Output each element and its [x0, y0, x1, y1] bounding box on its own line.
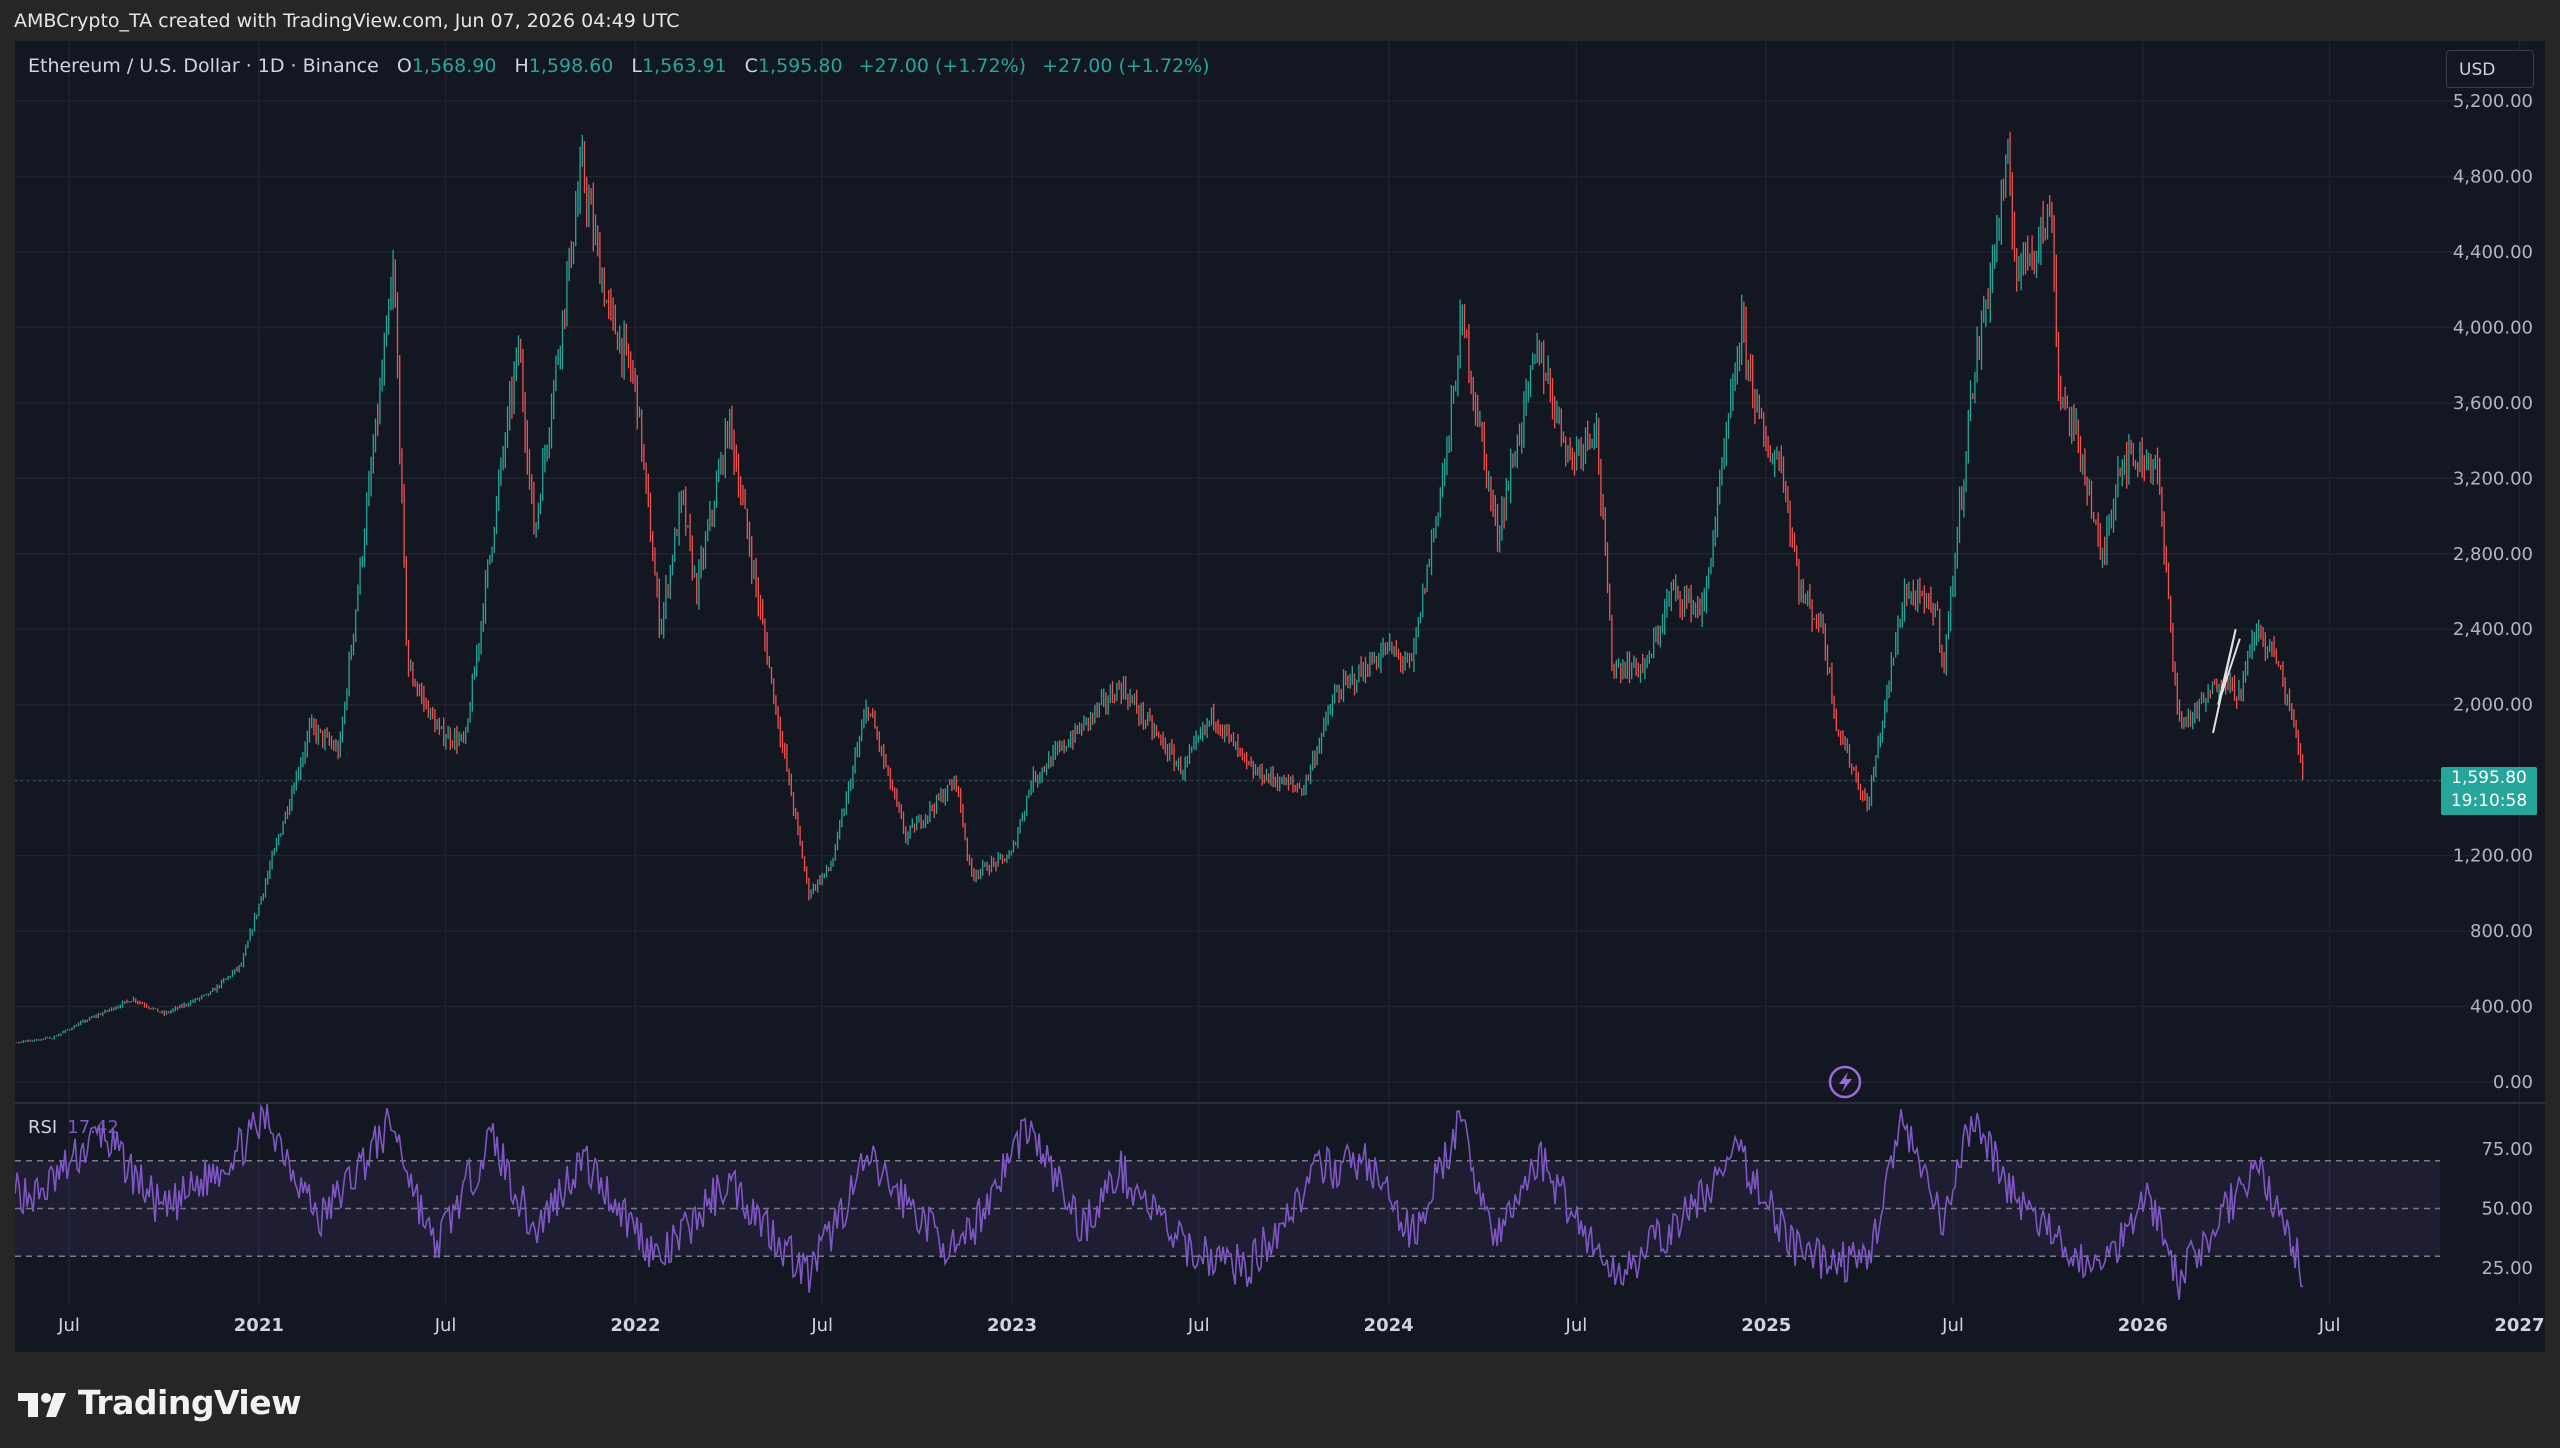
- time-axis-label: Jul: [434, 1315, 457, 1336]
- price-axis-label: 4,400.00: [2453, 242, 2533, 263]
- lightning-bolt-glyph: [1839, 1072, 1852, 1092]
- time-axis-label: Jul: [1941, 1315, 1964, 1336]
- open-value: 1,568.90: [411, 55, 497, 77]
- price-chart[interactable]: 0.00400.00800.001,200.001,600.002,000.00…: [15, 41, 2545, 1352]
- tradingview-logo-icon: [18, 1392, 66, 1417]
- rsi-axis-label: 50.00: [2481, 1198, 2533, 1219]
- price-axis-label: 0.00: [2493, 1072, 2533, 1093]
- open-label: O: [396, 55, 412, 77]
- time-axis-label: Jul: [57, 1315, 80, 1336]
- time-axis-label: 2023: [987, 1315, 1037, 1336]
- time-axis-label: Jul: [1187, 1315, 1210, 1336]
- price-axis-label: 5,200.00: [2453, 91, 2533, 112]
- time-axis-label: 2021: [234, 1315, 284, 1336]
- price-axis-label: 4,000.00: [2453, 317, 2533, 338]
- low-value: 1,563.91: [642, 55, 727, 77]
- rsi-line: [15, 1103, 2304, 1300]
- price-axis-label: 4,800.00: [2453, 166, 2533, 187]
- candles-group: [15, 132, 2304, 1044]
- high-value: 1,598.60: [528, 55, 614, 77]
- change-value: +27.00 (+1.72%): [858, 55, 1027, 77]
- time-axis-label: Jul: [1565, 1315, 1588, 1336]
- rsi-value: 17.42: [67, 1117, 119, 1138]
- lightning-bolt-icon[interactable]: [1828, 1065, 1862, 1099]
- price-axis-label: 3,600.00: [2453, 393, 2533, 414]
- time-axis-label: 2026: [2118, 1315, 2168, 1336]
- high-label: H: [514, 55, 529, 77]
- rsi-legend: RSI 17.42: [28, 1117, 119, 1138]
- ohlc-legend: Ethereum / U.S. Dollar · 1D · Binance O1…: [28, 55, 1210, 77]
- price-axis-label: 400.00: [2470, 997, 2533, 1018]
- last-price: 1,595.80: [2451, 768, 2527, 788]
- time-axis-label: 2027: [2494, 1315, 2544, 1336]
- last-price-tag: 1,595.80 19:10:58: [2441, 767, 2537, 815]
- close-value: 1,595.80: [757, 55, 843, 77]
- change-value-2: +27.00 (+1.72%): [1042, 55, 1210, 77]
- rsi-axis-label: 25.00: [2481, 1258, 2533, 1279]
- time-axis-label: Jul: [810, 1315, 833, 1336]
- time-axis-label: Jul: [2318, 1315, 2341, 1336]
- currency-button[interactable]: USD: [2446, 50, 2534, 88]
- symbol-title[interactable]: Ethereum / U.S. Dollar · 1D · Binance: [28, 55, 379, 77]
- price-axis-label: 3,200.00: [2453, 468, 2533, 489]
- close-label: C: [744, 55, 758, 77]
- price-axis-label: 2,800.00: [2453, 544, 2533, 565]
- chart-area[interactable]: 0.00400.00800.001,200.001,600.002,000.00…: [15, 41, 2545, 1352]
- logo-text: TradingView: [78, 1383, 302, 1422]
- low-label: L: [631, 55, 643, 77]
- trendline-drawing[interactable]: [2212, 629, 2241, 734]
- price-axis-label: 800.00: [2470, 921, 2533, 942]
- time-axis-label: 2022: [610, 1315, 660, 1336]
- bar-countdown: 19:10:58: [2450, 791, 2528, 811]
- price-axis-label: 2,400.00: [2453, 619, 2533, 640]
- chart-attribution: AMBCrypto_TA created with TradingView.co…: [14, 10, 680, 32]
- rsi-label[interactable]: RSI: [28, 1117, 58, 1138]
- tradingview-logo[interactable]: TradingView: [18, 1383, 302, 1422]
- time-axis-label: 2025: [1741, 1315, 1791, 1336]
- time-axis-label: 2024: [1364, 1315, 1414, 1336]
- price-axis-label: 2,000.00: [2453, 695, 2533, 716]
- price-axis-label: 1,200.00: [2453, 846, 2533, 867]
- rsi-axis-label: 75.00: [2481, 1139, 2533, 1160]
